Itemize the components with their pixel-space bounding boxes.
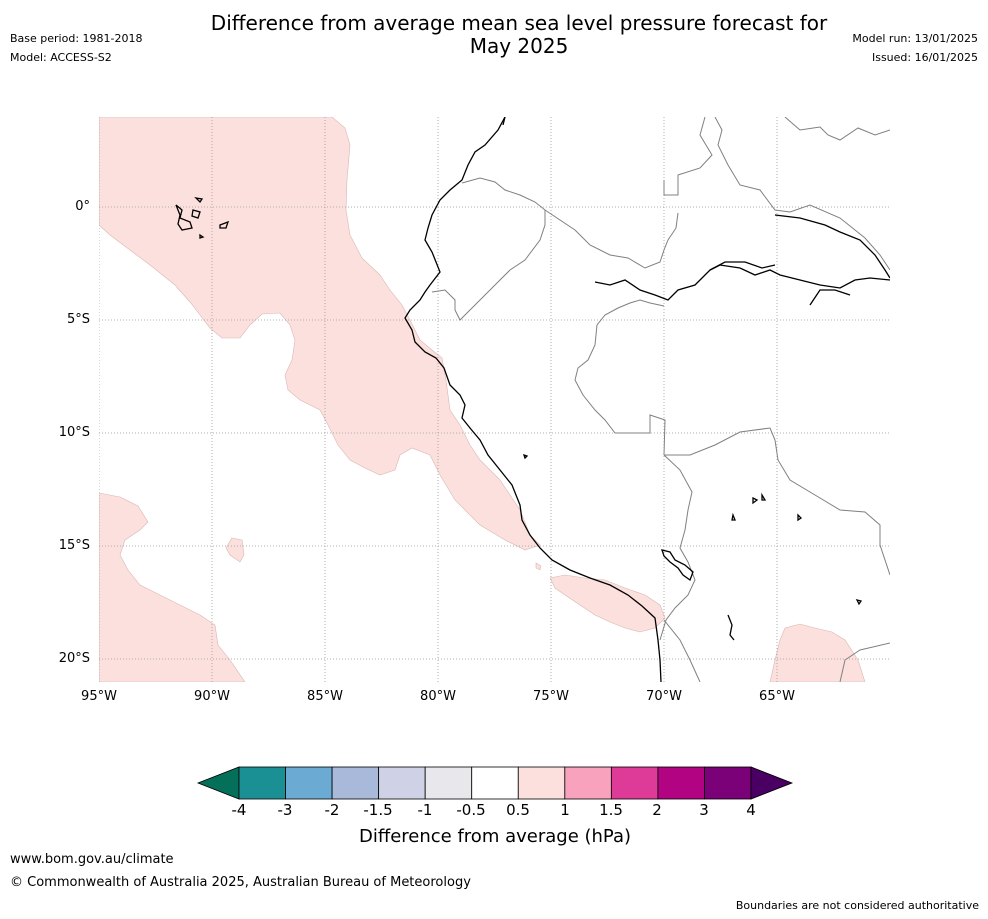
lat-label-5s: 5°S xyxy=(66,312,90,327)
anomaly-region-southwest xyxy=(99,492,246,682)
anomaly-region-islet xyxy=(225,537,245,563)
colorbar-label: Difference from average (hPa) xyxy=(358,826,632,847)
colorbar-tick-label: 3 xyxy=(699,801,709,819)
lake-small-5 xyxy=(797,513,803,522)
title-line-2: May 2025 xyxy=(469,34,569,58)
lake-small-4 xyxy=(731,512,736,521)
border-peru-bolivia xyxy=(659,454,696,641)
coastline-amazon-river-2 xyxy=(709,261,776,271)
model-text: Model: ACCESS-S2 xyxy=(10,51,112,64)
anomaly-region-southern-peru xyxy=(549,574,666,633)
colorbar xyxy=(196,766,794,800)
disclaimer-text: Boundaries are not considered authoritat… xyxy=(735,899,979,912)
colorbar-tick-label: -2 xyxy=(324,801,340,819)
colorbar-tick-label: 2 xyxy=(652,801,662,819)
map-title: Difference from average mean sea level p… xyxy=(160,12,878,58)
galapagos-san-cristobal xyxy=(219,220,230,229)
colorbar-segment xyxy=(704,766,752,800)
base-period-text: Base period: 1981-2018 xyxy=(10,32,143,45)
galapagos-isabela xyxy=(175,204,193,231)
lake-small-6 xyxy=(855,599,863,606)
colorbar-segment xyxy=(285,766,333,800)
lake-titicaca xyxy=(661,549,694,582)
lat-label-0: 0° xyxy=(75,199,90,214)
lon-label-90w: 90°W xyxy=(194,689,230,704)
colorbar-tick-label: -4 xyxy=(231,801,247,819)
colorbar-segment xyxy=(238,766,286,800)
colorbar-tick-label: 0.5 xyxy=(506,801,530,819)
border-argentina-paraguay xyxy=(839,642,890,682)
colorbar-tick-label: -1.5 xyxy=(363,801,393,819)
border-brazil-bolivia xyxy=(664,427,890,576)
lon-label-65w: 65°W xyxy=(759,689,795,704)
lon-label-70w: 70°W xyxy=(646,689,682,704)
colorbar-under-arrow xyxy=(196,766,240,800)
border-venezuela-brazil xyxy=(714,117,890,271)
galapagos-small-1 xyxy=(194,197,204,204)
colorbar-over-arrow xyxy=(750,766,794,800)
coastline-rio-madeira xyxy=(809,289,851,306)
coastline-caribbean-west xyxy=(502,117,506,126)
colorbar-tick-label: -0.5 xyxy=(456,801,486,819)
title-line-1: Difference from average mean sea level p… xyxy=(210,11,828,35)
colorbar-tick-label: -1 xyxy=(417,801,433,819)
lake-small-3 xyxy=(761,492,767,501)
anomaly-regions xyxy=(99,117,866,682)
copyright-text: © Commonwealth of Australia 2025, Austra… xyxy=(10,875,471,890)
border-colombia-ecuador xyxy=(461,177,679,269)
border-venezuela-colombia xyxy=(663,117,713,196)
anomaly-region-small xyxy=(535,562,542,571)
border-bolivia-chile-argentina xyxy=(663,619,701,682)
colorbar-tick-label: 4 xyxy=(746,801,756,819)
lon-label-75w: 75°W xyxy=(533,689,569,704)
colorbar-segment xyxy=(610,766,659,800)
colorbar-segment xyxy=(424,766,473,800)
border-peru-colombia-brazil xyxy=(574,299,666,456)
colorbar-segment xyxy=(657,766,705,800)
coastlines xyxy=(175,117,890,682)
lat-label-20s: 20°S xyxy=(58,651,90,666)
lake-small-2 xyxy=(752,496,759,505)
lon-label-80w: 80°W xyxy=(420,689,456,704)
colorbar-tick-label: -3 xyxy=(277,801,293,819)
lake-poopo xyxy=(727,614,735,641)
border-ecuador-peru xyxy=(431,210,546,321)
graticule xyxy=(99,117,890,682)
lon-label-95w: 95°W xyxy=(81,689,117,704)
lat-label-15s: 15°S xyxy=(58,538,90,553)
border-guyana xyxy=(784,117,890,141)
colorbar-tick-label: 1.5 xyxy=(599,801,623,819)
colorbar-segment xyxy=(564,766,612,800)
model-run-text: Model run: 13/01/2025 xyxy=(852,32,978,45)
galapagos-small-2 xyxy=(199,233,205,239)
colorbar-segment xyxy=(517,766,566,800)
issued-text: Issued: 16/01/2025 xyxy=(871,51,978,64)
colorbar-segment xyxy=(331,766,380,800)
website-text: www.bom.gov.au/climate xyxy=(10,852,174,867)
colorbar-segment xyxy=(378,766,426,800)
anomaly-region-main xyxy=(99,117,541,551)
anomaly-region-southeast xyxy=(769,623,866,682)
coastline-rio-negro xyxy=(774,214,890,279)
coastline-pacific xyxy=(404,117,662,682)
coastline-amazon-river xyxy=(594,264,890,301)
colorbar-tick-label: 1 xyxy=(560,801,570,819)
galapagos-santa-cruz xyxy=(191,209,201,219)
lon-label-85w: 85°W xyxy=(307,689,343,704)
map-area xyxy=(99,117,890,682)
country-borders xyxy=(431,117,890,682)
lat-label-10s: 10°S xyxy=(58,425,90,440)
colorbar-segment xyxy=(471,766,519,800)
lake-small-1 xyxy=(522,453,529,460)
